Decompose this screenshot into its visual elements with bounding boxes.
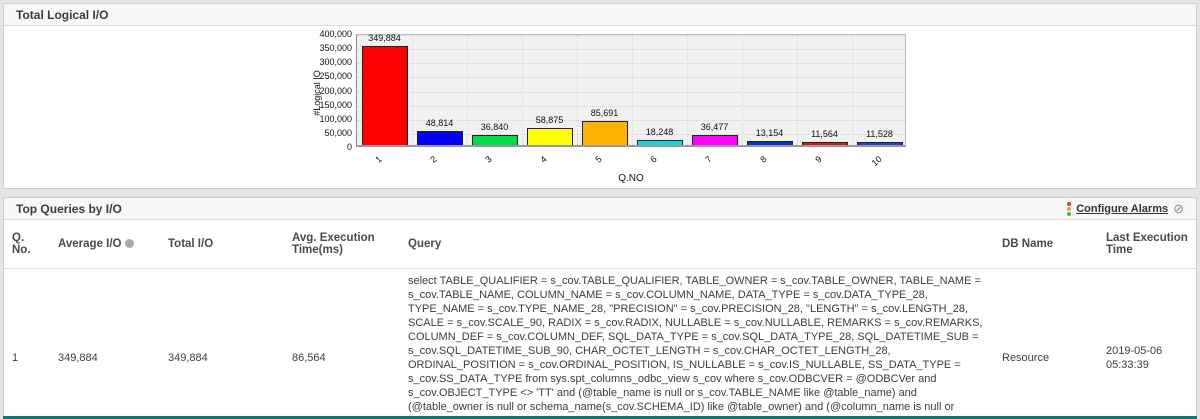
x-tick-label: 2 xyxy=(427,154,439,165)
y-tick-label: 250,000 xyxy=(319,71,352,82)
gridline xyxy=(632,35,633,145)
sort-indicator-icon[interactable] xyxy=(124,239,134,249)
bar-value-label: 36,477 xyxy=(700,122,729,132)
bar-slot-1: 349,884 xyxy=(357,33,412,145)
bar-q6[interactable] xyxy=(636,140,683,145)
bar-slot-7: 36,477 xyxy=(687,35,742,145)
x-tick-label: 9 xyxy=(812,154,824,165)
bar-q7[interactable] xyxy=(691,135,738,145)
gridline xyxy=(687,35,688,145)
chart-plot-area: 349,884 48,814 36,840 58,875 85,691 18,248 36,… xyxy=(356,33,907,147)
bar-q2[interactable] xyxy=(416,131,463,145)
y-tick-label: 0 xyxy=(346,142,352,152)
x-tick-label: 3 xyxy=(482,154,494,165)
y-tick-label: 150,000 xyxy=(319,99,352,110)
bar-value-label: 11,528 xyxy=(866,129,893,139)
x-tick-label: 10 xyxy=(869,154,884,169)
bar-value-label: 36,840 xyxy=(480,122,509,132)
col-header-query[interactable]: Query xyxy=(400,220,994,269)
gridline xyxy=(742,35,743,145)
col-header-avg-execution-time[interactable]: Avg. Execution Time(ms) xyxy=(284,220,400,269)
bar-value-label: 11,564 xyxy=(811,129,838,139)
x-tick-label: 1 xyxy=(372,154,384,165)
gridline xyxy=(852,35,853,145)
cell-total-io: 349,884 xyxy=(160,268,284,418)
bar-slot-10: 11,528 xyxy=(852,35,907,145)
bar-q9[interactable] xyxy=(801,142,848,145)
col-header-last-execution-time[interactable]: Last Execution Time xyxy=(1098,220,1196,269)
x-tick-label: 4 xyxy=(537,154,549,165)
bar-value-label: 85,691 xyxy=(590,108,619,118)
gridline xyxy=(797,35,798,145)
bar-slot-9: 11,564 xyxy=(797,35,852,145)
x-tick-label: 8 xyxy=(757,154,769,165)
total-logical-io-panel: Total Logical I/O #Logical IO 349,884 48,… xyxy=(3,3,1197,189)
cell-db-name: Resource xyxy=(994,268,1098,418)
gridline xyxy=(357,63,905,65)
col-header-average-io[interactable]: Average I/O xyxy=(50,220,160,269)
bar-q5[interactable] xyxy=(581,121,628,145)
bar-slot-2: 48,814 xyxy=(412,35,467,145)
bar-q3[interactable] xyxy=(471,135,518,145)
cell-q-no: 1 xyxy=(4,268,50,418)
top-queries-table: Q. No. Average I/O Total I/O Avg. Execut… xyxy=(4,220,1196,418)
disable-alarms-icon[interactable]: ⊘ xyxy=(1173,201,1184,216)
gridline xyxy=(357,119,905,121)
logical-io-bar-chart: #Logical IO 349,884 48,814 36,840 58,875 85,… xyxy=(292,26,932,186)
configure-alarms: Configure Alarms ⊘ xyxy=(1067,201,1184,216)
gridline xyxy=(577,35,578,145)
bar-slot-5: 85,691 xyxy=(577,35,632,145)
col-header-db-name[interactable]: DB Name xyxy=(994,220,1098,269)
gridline xyxy=(357,133,905,135)
bar-q4[interactable] xyxy=(526,128,573,145)
x-tick-label: 5 xyxy=(592,154,604,165)
bar-slot-3: 36,840 xyxy=(467,35,522,145)
gridline xyxy=(412,35,413,145)
bar-slot-6: 18,248 xyxy=(632,35,687,145)
table-header-row: Q. No. Average I/O Total I/O Avg. Execut… xyxy=(4,220,1196,269)
cell-average-io: 349,884 xyxy=(50,268,160,418)
gridline xyxy=(357,91,905,93)
bar-value-label: 18,248 xyxy=(645,127,674,137)
x-axis-title: Q.NO xyxy=(618,173,644,184)
gridline xyxy=(522,35,523,145)
bar-slot-4: 58,875 xyxy=(522,35,577,145)
alarm-status-icon xyxy=(1067,201,1072,216)
y-tick-label: 350,000 xyxy=(319,43,352,54)
y-tick-label: 100,000 xyxy=(319,113,352,124)
cell-query: select TABLE_QUALIFIER = s_cov.TABLE_QUA… xyxy=(400,268,994,418)
gridline xyxy=(357,49,905,51)
cell-last-execution-time: 2019-05-06 05:33:39 xyxy=(1098,268,1196,418)
chart-panel-title: Total Logical I/O xyxy=(16,7,109,22)
x-tick-label: 7 xyxy=(702,154,714,165)
gridline xyxy=(357,105,905,107)
bar-value-label: 349,884 xyxy=(368,33,401,43)
bar-slot-8: 13,154 xyxy=(742,35,797,145)
gridline xyxy=(357,77,905,79)
bar-value-label: 58,875 xyxy=(535,115,564,125)
y-tick-label: 400,000 xyxy=(319,29,352,39)
bar-q1[interactable] xyxy=(361,46,408,145)
y-tick-label: 50,000 xyxy=(324,127,352,138)
bar-value-label: 48,814 xyxy=(425,118,454,128)
table-row[interactable]: 1 349,884 349,884 86,564 select TABLE_QUALIF… xyxy=(4,268,1196,418)
bottom-scroll-accent xyxy=(3,416,1197,419)
bar-q8[interactable] xyxy=(746,141,793,145)
col-header-total-io[interactable]: Total I/O xyxy=(160,220,284,269)
cell-avg-execution-time-ms: 86,564 xyxy=(284,268,400,418)
bar-q10[interactable] xyxy=(856,142,903,145)
top-queries-panel: Top Queries by I/O Configure Alarms ⊘ Q.… xyxy=(3,197,1197,419)
y-tick-label: 300,000 xyxy=(319,57,352,68)
y-tick-label: 200,000 xyxy=(319,85,352,96)
x-tick-label: 6 xyxy=(647,154,659,165)
bar-value-label: 13,154 xyxy=(755,128,784,138)
col-header-q-no[interactable]: Q. No. xyxy=(4,220,50,269)
table-panel-title: Top Queries by I/O xyxy=(16,201,122,216)
gridline xyxy=(357,35,905,36)
gridline xyxy=(467,35,468,145)
configure-alarms-link[interactable]: Configure Alarms xyxy=(1076,202,1169,215)
